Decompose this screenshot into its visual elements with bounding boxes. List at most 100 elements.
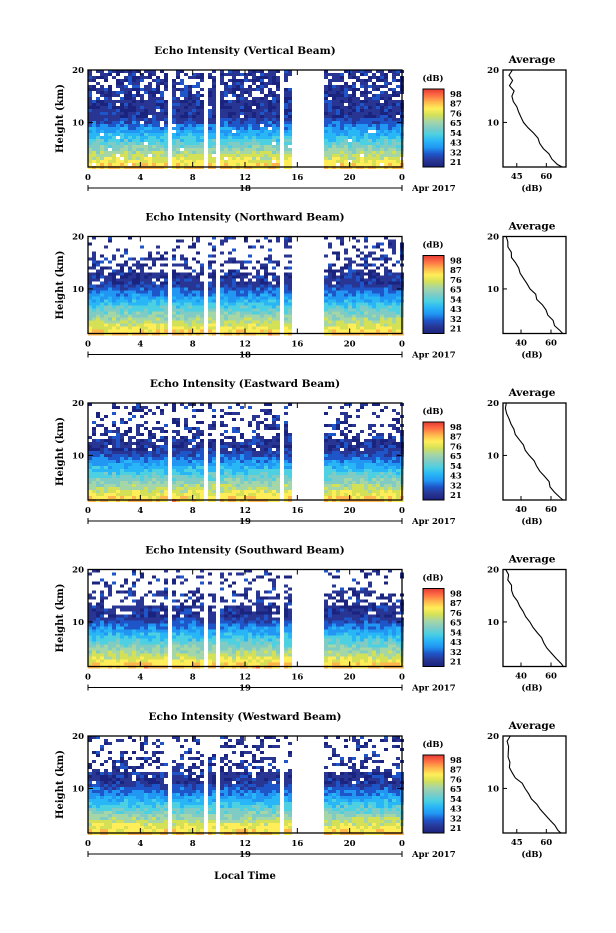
month-label: Apr 2017: [411, 184, 456, 194]
heatmap-cell: [268, 427, 272, 430]
heatmap-cell: [200, 145, 204, 148]
heatmap-cell: [224, 324, 228, 327]
heatmap-cell: [284, 297, 288, 300]
heatmap-cell: [128, 430, 132, 433]
heatmap-cell: [324, 136, 328, 139]
heatmap-cell: [268, 493, 272, 496]
heatmap-cell: [272, 327, 276, 330]
heatmap-cell: [108, 163, 112, 166]
heatmap-cell: [152, 315, 156, 318]
heatmap-cell: [152, 264, 156, 267]
heatmap-cell: [120, 163, 124, 166]
heatmap-cell: [172, 409, 176, 412]
heatmap-cell: [160, 79, 164, 82]
heatmap-cell: [128, 490, 132, 493]
heatmap-cell: [132, 76, 136, 79]
heatmap-cell: [212, 490, 216, 493]
heatmap-cell: [360, 115, 364, 118]
heatmap-cell: [360, 321, 364, 324]
heatmap-cell: [288, 478, 292, 481]
heatmap-cell: [96, 415, 100, 418]
heatmap-cell: [268, 91, 272, 94]
heatmap-cell: [180, 481, 184, 484]
heatmap-cell: [324, 318, 328, 321]
heatmap-cell: [264, 73, 268, 76]
heatmap-cell: [164, 163, 168, 166]
heatmap-cell: [152, 112, 156, 115]
heatmap-cell: [116, 324, 120, 327]
heatmap-cell: [140, 151, 144, 154]
heatmap-cell: [328, 273, 332, 276]
heatmap-cell: [272, 118, 276, 121]
heatmap-cell: [212, 466, 216, 469]
heatmap-cell: [192, 118, 196, 121]
heatmap-cell: [164, 273, 168, 276]
heatmap-cell: [220, 448, 224, 451]
heatmap-cell: [288, 163, 292, 166]
heatmap-cell: [116, 484, 120, 487]
heatmap-cell: [188, 291, 192, 294]
heatmap-cell: [284, 487, 288, 490]
heatmap-cell: [324, 157, 328, 160]
heatmap-cell: [352, 127, 356, 130]
heatmap-cell: [352, 318, 356, 321]
heatmap-cell: [96, 288, 100, 291]
heatmap-cell: [336, 276, 340, 279]
heatmap-cell: [220, 297, 224, 300]
heatmap-cell: [188, 457, 192, 460]
heatmap-cell: [152, 73, 156, 76]
heatmap-cell: [164, 85, 168, 88]
heatmap-cell: [112, 109, 116, 112]
heatmap-cell: [100, 493, 104, 496]
heatmap-cell: [192, 415, 196, 418]
heatmap-cell: [248, 442, 252, 445]
heatmap-cell: [236, 160, 240, 163]
heatmap-cell: [120, 475, 124, 478]
heatmap-cell: [100, 309, 104, 312]
heatmap-cell: [248, 451, 252, 454]
heatmap-cell: [220, 106, 224, 109]
heatmap-cell: [284, 127, 288, 130]
x-tick-label: 16: [291, 340, 303, 350]
heatmap-cell: [372, 88, 376, 91]
average-frame: [503, 237, 566, 334]
heatmap-cell: [124, 285, 128, 288]
heatmap-cell: [140, 145, 144, 148]
heatmap-cell: [136, 291, 140, 294]
heatmap-cell: [232, 309, 236, 312]
heatmap-cell: [392, 160, 396, 163]
heatmap-cell: [220, 466, 224, 469]
heatmap-cell: [356, 109, 360, 112]
heatmap-cell: [224, 478, 228, 481]
heatmap-cell: [156, 303, 160, 306]
heatmap-cell: [172, 321, 176, 324]
heatmap-cell: [268, 79, 272, 82]
heatmap-cell: [200, 297, 204, 300]
heatmap-cell: [256, 163, 260, 166]
heatmap-cell: [324, 94, 328, 97]
heatmap-cell: [256, 472, 260, 475]
heatmap-cell: [184, 487, 188, 490]
heatmap-cell: [260, 288, 264, 291]
heatmap-cell: [128, 297, 132, 300]
heatmap-cell: [228, 115, 232, 118]
heatmap-cell: [288, 118, 292, 121]
heatmap-cell: [224, 448, 228, 451]
heatmap-cell: [232, 318, 236, 321]
heatmap-cell: [348, 264, 352, 267]
heatmap-cell: [140, 264, 144, 267]
heatmap-cell: [184, 436, 188, 439]
heatmap-cell: [120, 273, 124, 276]
heatmap-cell: [112, 327, 116, 330]
heatmap-cell: [176, 130, 180, 133]
heatmap-cell: [96, 312, 100, 315]
heatmap-cell: [284, 109, 288, 112]
heatmap-cell: [96, 306, 100, 309]
heatmap-cell: [148, 276, 152, 279]
heatmap-cell: [284, 430, 288, 433]
heatmap-cell: [116, 282, 120, 285]
heatmap-cell: [364, 294, 368, 297]
heatmap-cell: [164, 79, 168, 82]
heatmap-cell: [208, 94, 212, 97]
heatmap-cell: [140, 139, 144, 142]
